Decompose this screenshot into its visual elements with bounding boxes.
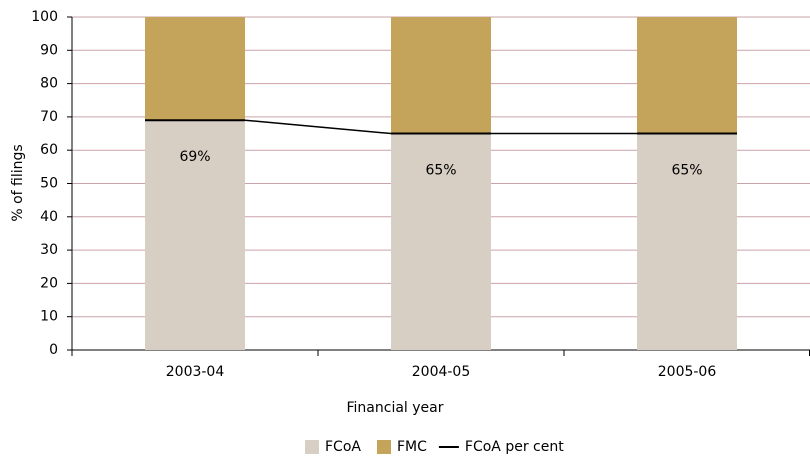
legend-label: FCoA xyxy=(325,439,361,455)
y-tick-label: 20 xyxy=(40,275,58,291)
y-tick-label: 30 xyxy=(40,242,58,258)
legend-swatch xyxy=(305,440,319,454)
x-tick-label: 2003-04 xyxy=(166,364,225,380)
data-label: 69% xyxy=(179,149,210,165)
bar-segment xyxy=(145,120,245,350)
y-tick-label: 60 xyxy=(40,142,58,158)
bar-segment xyxy=(391,133,491,350)
y-tick-label: 100 xyxy=(31,9,58,25)
x-tick-label: 2005-06 xyxy=(658,364,717,380)
legend-label: FCoA per cent xyxy=(465,439,564,455)
y-tick-label: 90 xyxy=(40,42,58,58)
y-tick-label: 50 xyxy=(40,176,58,192)
y-axis-title: % of filings xyxy=(10,144,26,221)
bar-segment xyxy=(145,17,245,121)
y-tick-label: 10 xyxy=(40,309,58,325)
legend-swatch xyxy=(376,440,391,454)
legend-label: FMC xyxy=(397,439,427,455)
bar-segment xyxy=(637,133,737,350)
y-tick-label: 40 xyxy=(40,209,58,225)
bar-segment xyxy=(637,17,737,134)
y-tick-label: 70 xyxy=(40,109,58,125)
x-axis-title: Financial year xyxy=(347,400,444,416)
y-tick-label: 80 xyxy=(40,76,58,92)
y-tick-label: 0 xyxy=(49,342,58,358)
bar-segment xyxy=(391,17,491,134)
data-label: 65% xyxy=(425,163,456,179)
line-connector xyxy=(244,119,392,135)
x-tick-label: 2004-05 xyxy=(412,364,471,380)
data-label: 65% xyxy=(671,163,702,179)
